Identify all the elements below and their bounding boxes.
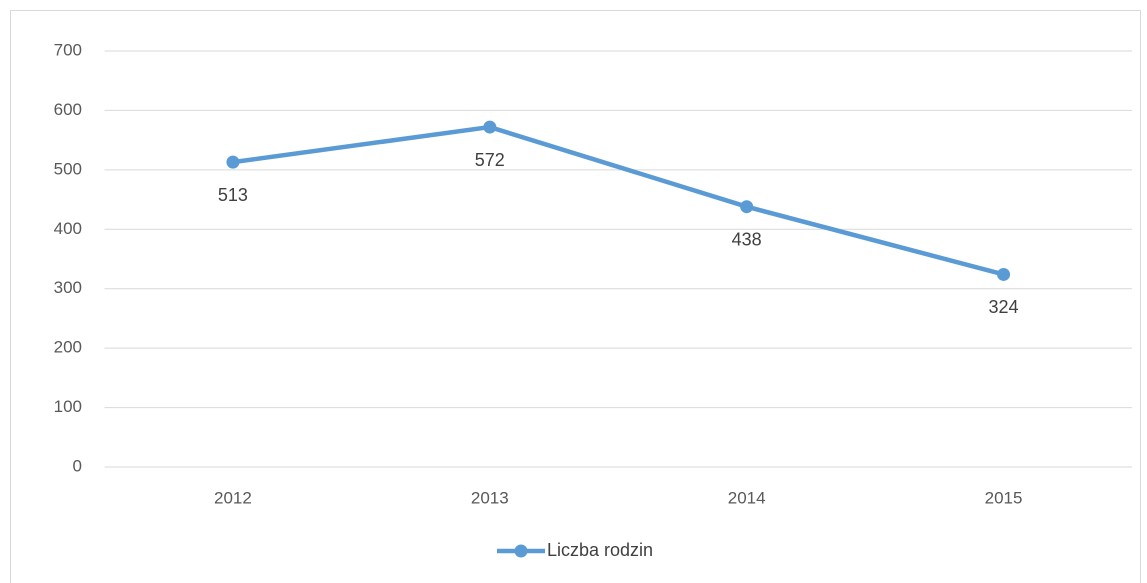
x-tick-label: 2013 [471, 488, 509, 507]
data-label: 324 [989, 297, 1019, 317]
x-tick-label: 2015 [985, 488, 1023, 507]
data-label: 513 [218, 185, 248, 205]
y-tick-label: 100 [54, 397, 82, 416]
y-tick-label: 300 [54, 278, 82, 297]
point [226, 155, 240, 169]
legend-label: Liczba rodzin [547, 540, 653, 560]
y-tick-label: 200 [54, 338, 82, 357]
y-tick-label: 400 [54, 219, 82, 238]
series-line [232, 124, 1005, 277]
data-label: 572 [475, 150, 505, 170]
point [997, 267, 1011, 281]
point [483, 120, 497, 134]
y-tick-label: 500 [54, 159, 82, 178]
point [740, 200, 754, 214]
y-tick-label: 700 [54, 40, 82, 59]
chart-frame [10, 10, 1141, 583]
data-label: 438 [732, 229, 762, 249]
y-tick-label: 0 [73, 456, 82, 475]
x-tick-label: 2012 [214, 488, 252, 507]
y-tick-label: 600 [54, 100, 82, 119]
x-tick-label: 2014 [728, 488, 766, 507]
legend-marker [514, 544, 528, 558]
